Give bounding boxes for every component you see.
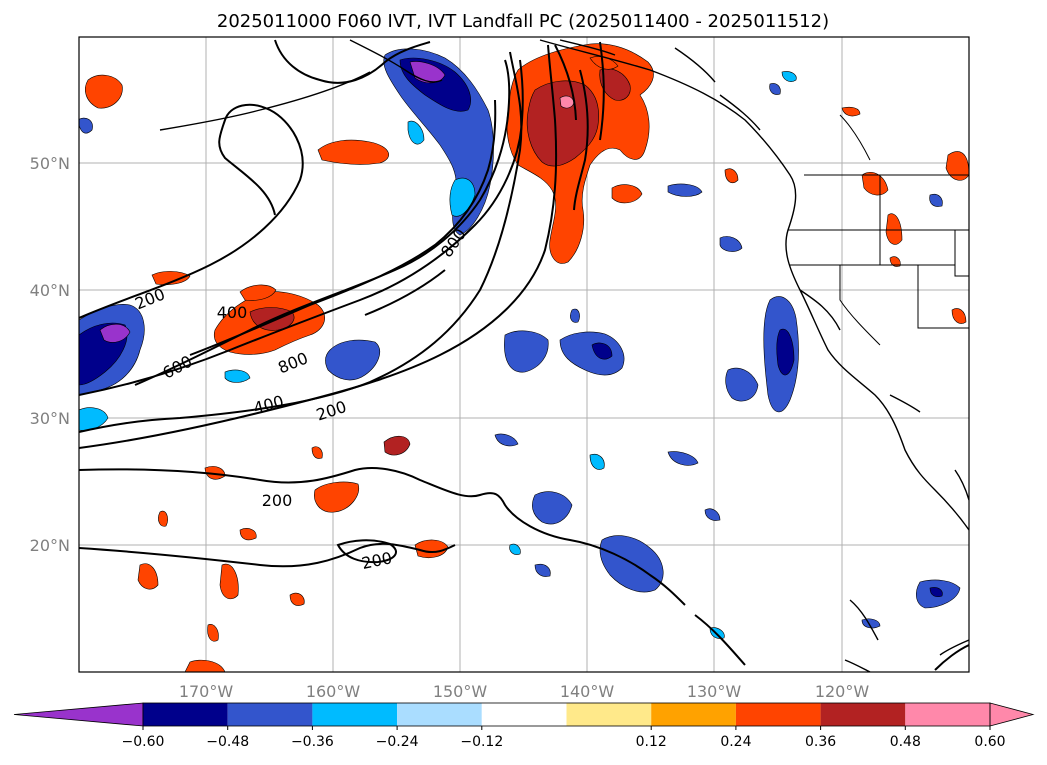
lon-tick-label: 130°W [687, 682, 742, 701]
colorbar-swatch [905, 703, 990, 726]
lat-tick-label: 40°N [30, 281, 70, 300]
colorbar-tick-label: −0.24 [376, 734, 419, 750]
colorbar-tick-label: 0.60 [974, 734, 1005, 750]
colorbar-swatch [481, 703, 567, 726]
colorbar-swatch [566, 703, 652, 726]
colorbar-tick-label: 0.24 [720, 734, 751, 750]
figure-title: 2025011000 F060 IVT, IVT Landfall PC (20… [217, 11, 829, 32]
colorbar-over-arrow [989, 702, 1035, 727]
lon-tick-label: 140°W [560, 682, 615, 701]
map-frame [78, 36, 970, 673]
colorbar-frame [142, 702, 991, 727]
colorbar-swatch [735, 703, 821, 726]
colorbar: −0.60 −0.48 −0.36 −0.24 −0.12 0.12 0.24 0.36 0.4… [13, 702, 1035, 750]
ivt-contours [79, 39, 969, 671]
positive-anomaly-fills [85, 43, 969, 672]
contour-labels: 200 400 600 800 800 400 200 200 200 [132, 225, 470, 573]
map-area: 200 400 600 800 800 400 200 200 200 [79, 37, 969, 672]
colorbar-tick-label: 0.12 [636, 734, 667, 750]
colorbar-swatch [820, 703, 906, 726]
colorbar-swatch [651, 703, 736, 726]
lon-tick-label: 160°W [306, 682, 361, 701]
colorbar-tick-label: 0.36 [805, 734, 836, 750]
colorbar-swatch [227, 703, 313, 726]
lon-tick-label: 150°W [433, 682, 488, 701]
coastlines [159, 39, 969, 672]
colorbar-tick-label: −0.36 [291, 734, 334, 750]
latitude-labels: 50°N 40°N 30°N 20°N [30, 154, 70, 555]
colorbar-under-arrow [13, 702, 144, 727]
contour-label: 200 [262, 491, 293, 510]
lat-tick-label: 30°N [30, 409, 70, 428]
lat-tick-label: 50°N [30, 154, 70, 173]
colorbar-tick-label: 0.48 [890, 734, 921, 750]
contour-label: 400 [217, 303, 248, 322]
colorbar-tick-label: −0.48 [206, 734, 249, 750]
lon-tick-label: 120°W [815, 682, 870, 701]
lat-tick-label: 20°N [30, 536, 70, 555]
lon-tick-label: 170°W [179, 682, 234, 701]
colorbar-tick-label: −0.60 [122, 734, 165, 750]
colorbar-swatches [13, 702, 1035, 727]
colorbar-swatch [312, 703, 398, 726]
longitude-labels: 170°W 160°W 150°W 140°W 130°W 120°W [179, 682, 870, 701]
colorbar-ticks: −0.60 −0.48 −0.36 −0.24 −0.12 0.12 0.24 0.36 0.4… [122, 726, 1006, 750]
colorbar-swatch [143, 703, 228, 726]
political-borders [788, 114, 969, 346]
colorbar-swatch [397, 703, 482, 726]
colorbar-tick-label: −0.12 [460, 734, 503, 750]
